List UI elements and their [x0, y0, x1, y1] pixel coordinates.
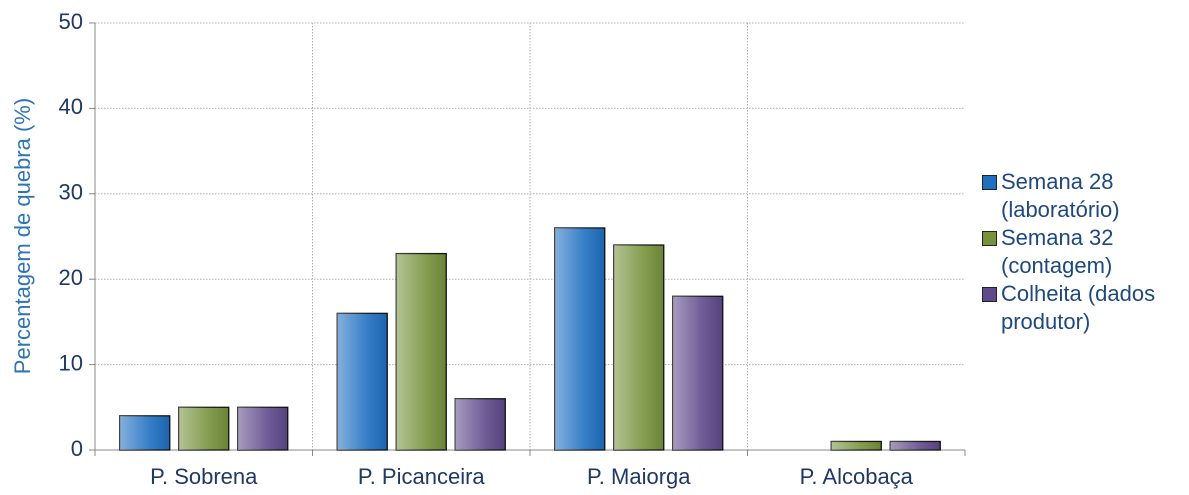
bar-shine	[337, 313, 388, 450]
bar-shine	[119, 415, 170, 450]
bar-shine	[613, 245, 664, 450]
bar-shine	[237, 407, 288, 450]
x-tick-label: P. Alcobaça	[800, 464, 914, 489]
bar-shine	[890, 441, 941, 450]
bar-shine	[455, 398, 506, 450]
bar-shine	[672, 296, 723, 450]
y-tick-label: 30	[59, 180, 83, 205]
x-tick-label: P. Picanceira	[358, 464, 486, 489]
y-axis-title: Percentagem de quebra (%)	[10, 98, 35, 374]
y-tick-label: 50	[59, 9, 83, 34]
y-tick-label: 0	[71, 436, 83, 461]
x-tick-label: P. Sobrena	[150, 464, 258, 489]
legend-item: Colheita (dados produtor)	[980, 280, 1185, 336]
legend-swatch	[982, 231, 997, 246]
legend-label: Semana 32 (contagem)	[1001, 225, 1114, 278]
y-tick-label: 20	[59, 265, 83, 290]
legend-item: Semana 32 (contagem)	[980, 224, 1185, 280]
bar-shine	[178, 407, 229, 450]
legend-swatch	[982, 175, 997, 190]
y-tick-label: 10	[59, 350, 83, 375]
x-tick-label: P. Maiorga	[587, 464, 691, 489]
bar-shine	[554, 227, 605, 450]
bar-shine	[396, 253, 447, 450]
legend: Semana 28 (laboratório) Semana 32 (contag…	[980, 168, 1185, 336]
legend-item: Semana 28 (laboratório)	[980, 168, 1185, 224]
legend-swatch	[982, 287, 997, 302]
y-tick-label: 40	[59, 94, 83, 119]
legend-label: Colheita (dados produtor)	[1001, 281, 1156, 334]
bar-shine	[831, 441, 882, 450]
legend-label: Semana 28 (laboratório)	[1001, 169, 1120, 222]
